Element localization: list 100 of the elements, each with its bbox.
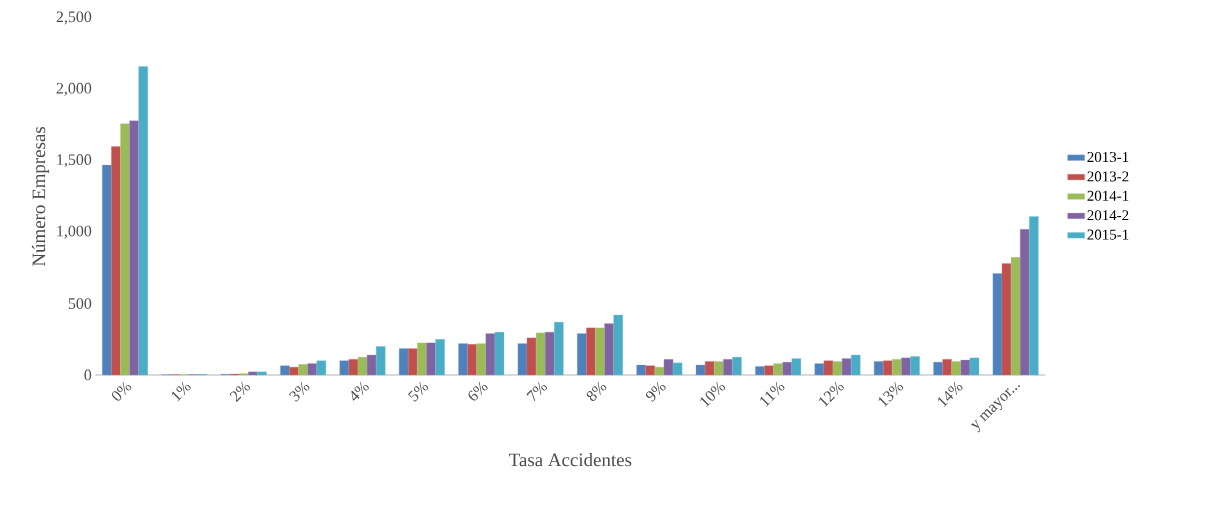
bar	[595, 327, 605, 376]
bar	[1020, 229, 1030, 376]
bar	[851, 354, 861, 376]
bar	[704, 361, 715, 376]
bar	[791, 358, 802, 376]
bar	[316, 360, 327, 376]
y-tick-label: 0	[84, 369, 92, 381]
bar	[398, 348, 409, 376]
bar	[554, 322, 564, 376]
bar	[339, 360, 350, 376]
bar	[485, 333, 496, 376]
bar	[841, 358, 852, 376]
y-tick-label: 1,500	[57, 154, 92, 168]
bar	[467, 344, 477, 376]
bar	[654, 366, 665, 376]
y-tick-label: 2,500	[56, 11, 92, 25]
bar	[307, 363, 317, 376]
bar	[645, 365, 655, 376]
x-tick-label: 3%	[289, 381, 310, 402]
bar	[408, 348, 418, 376]
bar	[280, 365, 290, 376]
x-tick-label: 10%	[700, 381, 726, 408]
bar	[366, 354, 377, 376]
bar	[577, 333, 587, 376]
x-tick-label: 9%	[646, 381, 666, 402]
bar	[604, 323, 614, 376]
x-tick-label: 5%	[407, 381, 429, 402]
bar	[782, 361, 792, 376]
bar	[960, 359, 971, 376]
bar	[892, 359, 902, 376]
bar	[289, 366, 299, 376]
bar	[298, 364, 308, 376]
x-tick-label: 8%	[586, 381, 607, 402]
bar	[357, 356, 368, 376]
bar	[723, 359, 733, 376]
legend-label: 2014-2	[1087, 210, 1129, 221]
bar	[672, 362, 683, 376]
bar	[435, 339, 445, 376]
legend-label: 2015-1	[1087, 229, 1129, 240]
x-tick-label: 1%	[171, 381, 191, 402]
x-axis-title: Tasa Accidentes	[509, 452, 632, 467]
bar	[102, 164, 112, 376]
bar	[992, 273, 1003, 376]
bar	[417, 342, 427, 376]
bar	[129, 120, 139, 376]
y-tick-label: 1,000	[57, 225, 92, 239]
bar	[494, 331, 505, 376]
bar	[663, 359, 674, 376]
bar	[138, 66, 148, 376]
bar	[910, 356, 920, 376]
bar	[1029, 216, 1039, 376]
bar	[832, 361, 843, 376]
bar	[764, 365, 774, 376]
bar	[458, 343, 468, 376]
legend-label: 2013-2	[1087, 171, 1129, 182]
bar	[951, 361, 961, 376]
bar	[535, 332, 546, 376]
bar	[348, 359, 359, 376]
bar	[111, 146, 121, 376]
bar	[883, 360, 893, 376]
bar	[873, 361, 884, 376]
bar	[1001, 263, 1012, 376]
bar	[545, 331, 555, 376]
bar	[1010, 257, 1021, 376]
legend-label: 2014-1	[1087, 190, 1129, 201]
bar	[823, 360, 834, 376]
bar	[714, 361, 724, 376]
bar	[120, 123, 130, 376]
legend-label: 2013-1	[1087, 151, 1129, 163]
x-tick-label: 7%	[526, 381, 547, 402]
bar	[901, 357, 911, 376]
y-tick-label: 2,000	[56, 82, 92, 96]
bar	[376, 346, 386, 376]
bar	[517, 343, 528, 376]
bar	[476, 343, 486, 376]
x-tick-label: 4%	[351, 381, 369, 401]
bar	[426, 342, 436, 376]
x-tick-label: 12%	[819, 381, 844, 408]
y-tick-label: 500	[68, 298, 92, 309]
bar	[586, 327, 596, 376]
bar	[248, 371, 258, 376]
bar	[695, 364, 706, 376]
bar	[526, 337, 537, 376]
bar	[636, 364, 646, 376]
x-tick-label: 13%	[878, 381, 904, 408]
bar	[257, 371, 267, 376]
bar	[933, 361, 943, 376]
x-tick-label: 11%	[760, 381, 785, 407]
bar	[969, 357, 980, 376]
bar	[773, 363, 783, 376]
bar	[732, 356, 742, 376]
bar	[942, 359, 952, 376]
y-axis-title: Número Empresas	[31, 126, 50, 267]
bar	[613, 314, 623, 376]
bar	[755, 366, 765, 376]
x-tick-label: 6%	[468, 381, 488, 401]
x-tick-label: 2%	[229, 381, 251, 402]
x-tick-label: 0%	[111, 381, 132, 401]
bar	[814, 363, 825, 376]
x-tick-label: 14%	[937, 381, 963, 408]
